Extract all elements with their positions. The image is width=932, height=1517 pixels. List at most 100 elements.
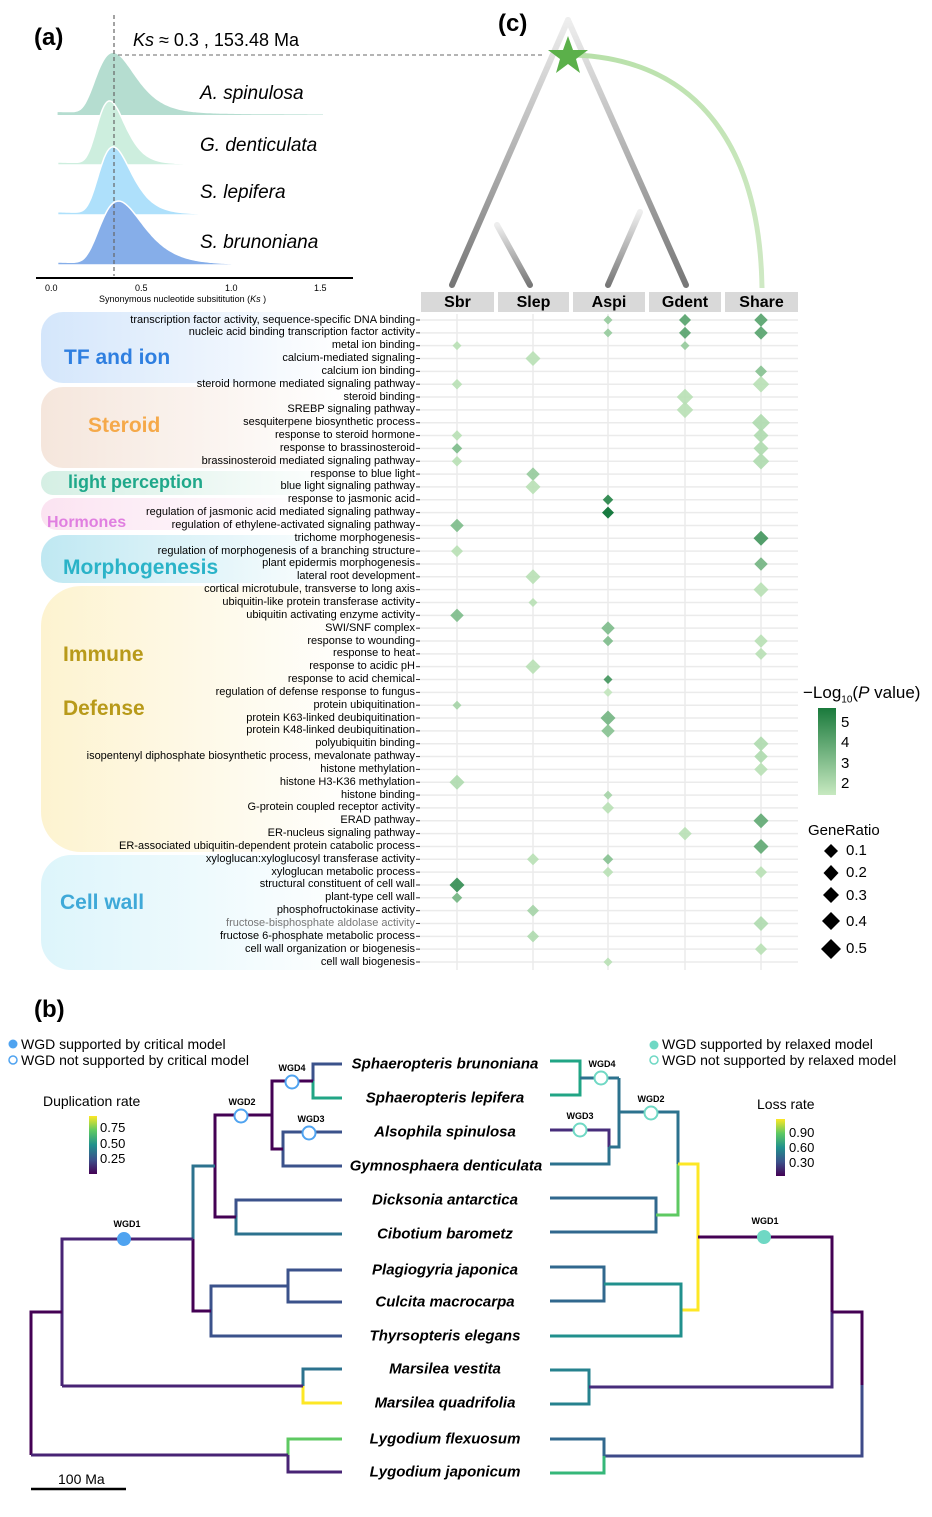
wgd-label: WGD2 bbox=[228, 1097, 256, 1107]
enrichment-point-share bbox=[753, 440, 769, 456]
density-ridge bbox=[57, 53, 323, 115]
enrichment-point-slep bbox=[527, 853, 539, 866]
enrichment-point-share bbox=[754, 634, 768, 648]
enrichment-point-sbr bbox=[449, 877, 465, 893]
enrichment-point-aspi bbox=[601, 621, 615, 635]
ks-value: ≈ 0.3 , 153.48 Ma bbox=[154, 30, 299, 50]
term-label: cell wall organization or biogenesis bbox=[245, 942, 415, 955]
duplication-tree bbox=[29, 1062, 342, 1474]
column-header-share: Share bbox=[725, 292, 798, 312]
term-label: response to brassinosteroid bbox=[279, 441, 415, 454]
legend-title-part: ( bbox=[852, 683, 859, 702]
species-label: A. spinulosa bbox=[200, 83, 304, 104]
species-tip-label: Marsilea vestita bbox=[389, 1360, 501, 1378]
enrichment-point-aspi bbox=[602, 801, 614, 814]
species-tip-label: Dicksonia antarctica bbox=[372, 1191, 518, 1209]
species-tip-label: Sphaeropteris lepifera bbox=[365, 1089, 525, 1107]
term-label: ubiquitin activating enzyme activity bbox=[246, 608, 415, 621]
category-steroid bbox=[41, 387, 421, 468]
wgd1-relaxed-marker bbox=[757, 1230, 771, 1244]
enrichment-point-share bbox=[753, 838, 769, 854]
loss-rate-colorbar bbox=[776, 1119, 785, 1176]
category-hormones bbox=[41, 498, 421, 530]
term-label: fructose-bisphosphate aldolase activity bbox=[226, 916, 415, 929]
category-label: Cell wall bbox=[60, 891, 145, 914]
enrichment-point-aspi bbox=[602, 506, 614, 519]
category-immune-defense bbox=[41, 586, 421, 852]
enrichment-point-aspi bbox=[602, 866, 614, 878]
term-label: steroid binding bbox=[343, 390, 415, 403]
enrichment-point-sbr bbox=[452, 341, 462, 351]
enrichment-point-slep bbox=[525, 569, 541, 585]
species-label: G. denticulata bbox=[200, 135, 318, 156]
enrichment-point-share bbox=[754, 313, 768, 327]
x-tick: 1.5 bbox=[314, 283, 327, 293]
term-label: response to acid chemical bbox=[287, 673, 415, 686]
term-label: trichome morphogenesis bbox=[294, 531, 415, 544]
term-label: histone methylation bbox=[320, 762, 415, 775]
species-cladogram bbox=[449, 17, 765, 289]
term-label: SREBP signaling pathway bbox=[287, 403, 415, 416]
category-label: light perception bbox=[68, 472, 203, 492]
term-label: response to blue light bbox=[310, 467, 415, 480]
term-label: xyloglucan:xyloglucosyl transferase acti… bbox=[205, 852, 415, 865]
term-label: blue light signaling pathway bbox=[280, 480, 415, 493]
legend-title-part: −Log bbox=[803, 683, 842, 702]
enrichment-point-aspi bbox=[602, 635, 614, 647]
panel-a-label: (a) bbox=[34, 24, 64, 51]
duplication-rate-colorbar bbox=[89, 1116, 97, 1174]
species-tip-label: Thyrsopteris elegans bbox=[369, 1327, 521, 1345]
size-legend-title: GeneRatio bbox=[808, 822, 880, 839]
species-tip-label: Lygodium japonicum bbox=[369, 1463, 521, 1481]
branch-gdent bbox=[565, 17, 689, 288]
enrichment-point-sbr bbox=[450, 608, 464, 623]
term-label: regulation of jasmonic acid mediated sig… bbox=[145, 506, 415, 519]
term-label: lateral root development bbox=[296, 570, 415, 583]
term-label: plant epidermis morphogenesis bbox=[262, 557, 415, 570]
enrichment-point-gdent bbox=[679, 326, 691, 339]
enrichment-point-sbr bbox=[451, 455, 463, 467]
size-legend-tick: 0.4 bbox=[846, 913, 867, 930]
density-ridge bbox=[56, 200, 324, 266]
term-label: ubiquitin-like protein transferase activ… bbox=[222, 595, 415, 608]
term-label: SWI/SNF complex bbox=[325, 621, 415, 634]
term-label: G-protein coupled receptor activity bbox=[247, 801, 415, 814]
ks-symbol: Ks bbox=[133, 30, 155, 50]
enrichment-point-share bbox=[752, 375, 770, 393]
wgd4-relaxed-marker bbox=[593, 1070, 609, 1086]
enrichment-point-share bbox=[752, 413, 770, 432]
loss-tree bbox=[550, 1059, 864, 1475]
enrichment-point-share bbox=[752, 452, 770, 470]
enrichment-point-aspi bbox=[603, 675, 613, 685]
species-tip-label: Cibotium barometz bbox=[377, 1225, 513, 1243]
term-label: response to steroid hormone bbox=[274, 429, 415, 442]
size-legend-diamond bbox=[821, 939, 841, 959]
enrichment-point-sbr bbox=[451, 378, 463, 390]
term-label: protein K48-linked deubiquitination bbox=[246, 724, 415, 737]
enrichment-point-gdent bbox=[676, 388, 694, 406]
species-tip-label: Culcita macrocarpa bbox=[375, 1293, 515, 1311]
category-label: Immune bbox=[63, 643, 144, 666]
color-legend-tick: 3 bbox=[841, 755, 850, 772]
x-tick: 0.0 bbox=[45, 283, 58, 293]
term-label: sesquiterpene biosynthetic process bbox=[243, 416, 415, 429]
species-tip-label: Gymnosphaera denticulata bbox=[349, 1157, 543, 1175]
enrichment-point-share bbox=[754, 557, 768, 571]
legend-open-circle-icon bbox=[8, 1055, 18, 1065]
category-label: Morphogenesis bbox=[63, 556, 219, 579]
term-label: calcium-mediated signaling bbox=[282, 352, 415, 365]
branch-sbr bbox=[449, 17, 571, 288]
category-cell-wall bbox=[41, 855, 421, 970]
enrichment-point-sbr bbox=[451, 545, 463, 558]
x-tick: 0.5 bbox=[135, 283, 148, 293]
enrichment-point-sbr bbox=[452, 700, 462, 710]
legend-title-part: P bbox=[858, 683, 870, 702]
wgd-label: WGD1 bbox=[751, 1216, 779, 1226]
enrichment-point-share bbox=[754, 749, 768, 764]
dup-tick: 0.75 bbox=[100, 1120, 126, 1135]
star-icon bbox=[548, 36, 588, 73]
species-tip-label: Alsophila spinulosa bbox=[374, 1123, 516, 1141]
legend-critical-supported: WGD supported by critical model bbox=[21, 1036, 226, 1052]
enrichment-point-gdent bbox=[676, 401, 694, 419]
column-header-slep: Slep bbox=[498, 292, 569, 312]
